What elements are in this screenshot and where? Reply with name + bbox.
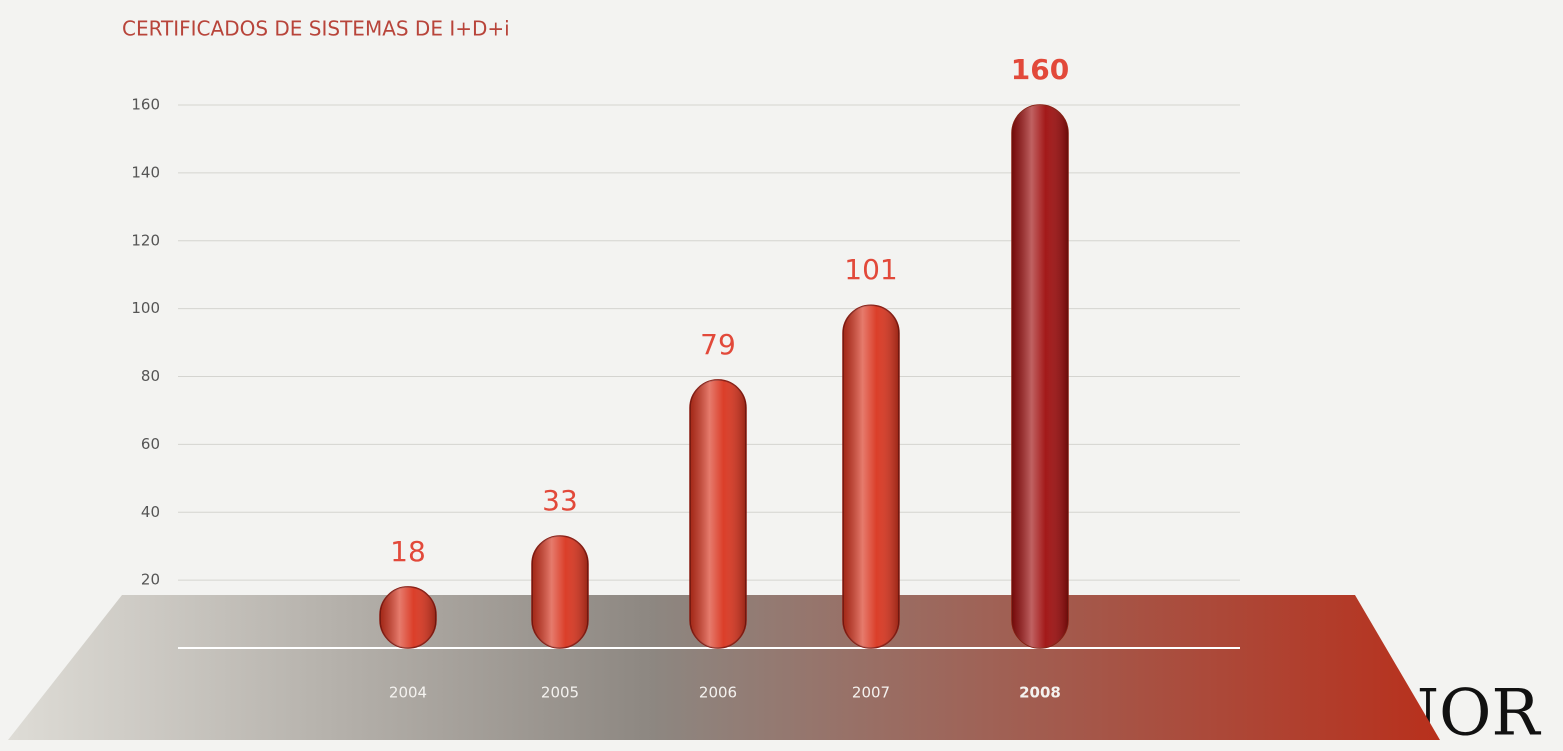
y-tick-label: 40 bbox=[141, 503, 160, 521]
value-label: 101 bbox=[844, 253, 897, 286]
y-tick-label: 60 bbox=[141, 435, 160, 453]
bar-shine bbox=[380, 586, 436, 648]
y-tick-label: 20 bbox=[141, 571, 160, 589]
value-label: 160 bbox=[1011, 53, 1069, 86]
value-label: 33 bbox=[542, 484, 578, 517]
x-tick-label: 2007 bbox=[852, 684, 890, 702]
chart-title: CERTIFICADOS DE SISTEMAS DE I+D+i bbox=[122, 17, 510, 41]
x-tick-label: 2008 bbox=[1019, 684, 1061, 702]
y-tick-label: 160 bbox=[131, 96, 160, 114]
floor bbox=[8, 595, 1440, 740]
y-tick-label: 120 bbox=[131, 231, 160, 249]
x-tick-label: 2006 bbox=[699, 684, 737, 702]
bar-shine bbox=[532, 536, 588, 648]
x-tick-label: 2005 bbox=[541, 684, 579, 702]
value-label: 18 bbox=[390, 535, 426, 568]
y-tick-label: 100 bbox=[131, 299, 160, 317]
bar-shine bbox=[690, 379, 746, 648]
y-tick-label: 80 bbox=[141, 367, 160, 385]
bar-shine bbox=[1012, 105, 1068, 648]
y-tick-label: 140 bbox=[131, 163, 160, 181]
x-tick-label: 2004 bbox=[389, 684, 427, 702]
value-label: 79 bbox=[700, 328, 736, 361]
bar-shine bbox=[843, 305, 899, 648]
